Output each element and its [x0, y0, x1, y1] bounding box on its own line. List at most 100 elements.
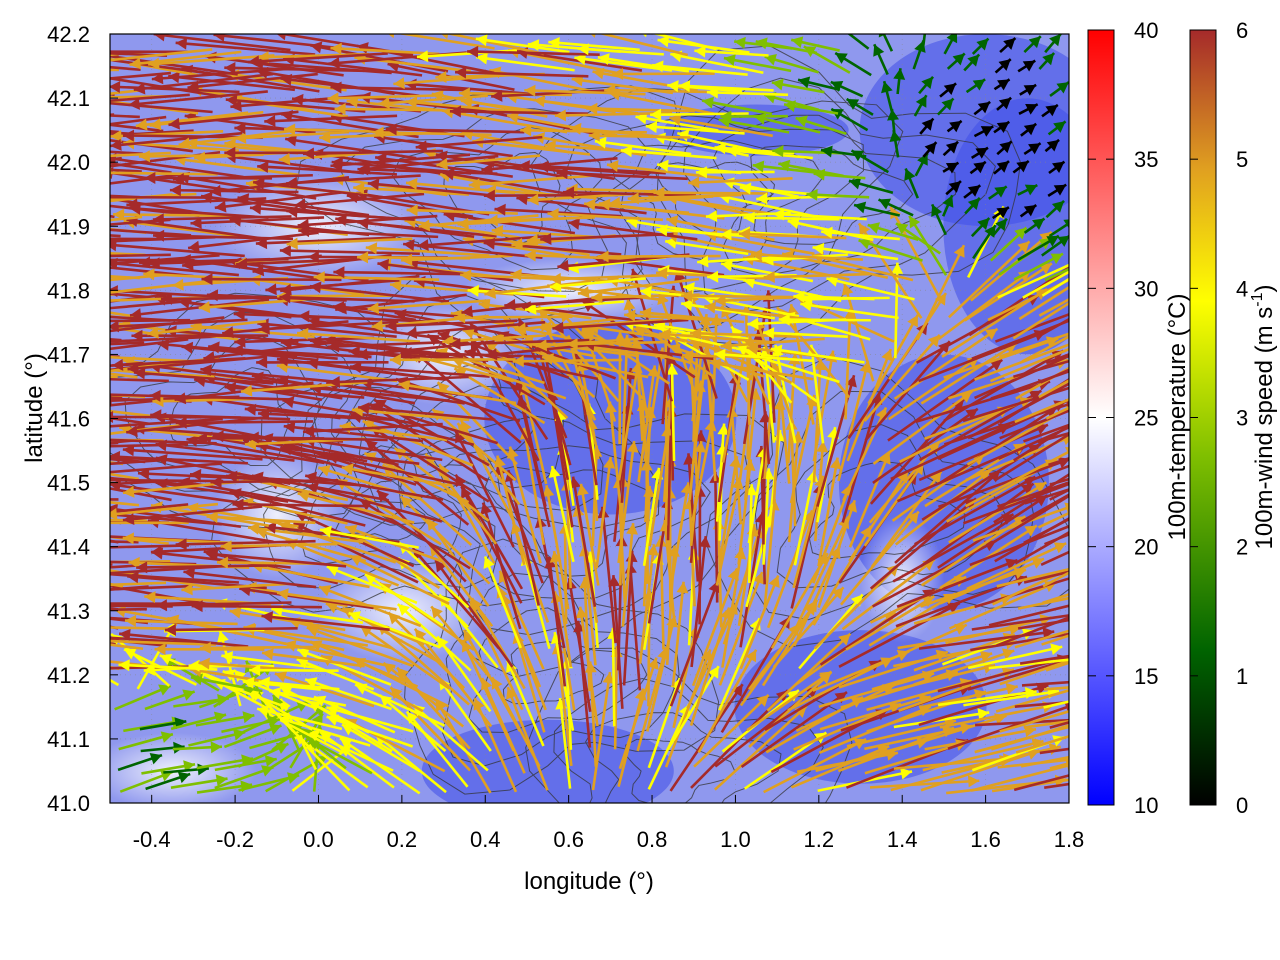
wind-arrow-head	[588, 129, 600, 142]
wind-arrow	[256, 705, 343, 731]
wind-arrow	[330, 153, 471, 171]
wind-arrow-shaft	[547, 284, 668, 302]
wind-arrow	[257, 160, 398, 176]
wind-arrow-shaft	[818, 672, 935, 709]
wind-arrow-shaft	[377, 262, 514, 282]
wind-arrow-shaft	[1013, 424, 1069, 462]
wind-arrow-head	[860, 526, 871, 539]
wind-arrow	[319, 525, 419, 549]
wind-arrow-head	[833, 21, 845, 32]
wind-arrow-head	[90, 53, 102, 65]
wind-arrow-shaft	[436, 381, 518, 466]
wind-arrow-head	[436, 158, 448, 170]
wind-arrow-shaft	[110, 289, 247, 300]
wind-arrow	[520, 124, 647, 137]
wind-arrow	[845, 97, 874, 116]
wind-arrow	[645, 121, 745, 135]
wind-arrow	[621, 522, 639, 627]
wind-arrow-shaft	[809, 344, 825, 444]
wind-arrow-head	[568, 476, 581, 489]
wind-arrow	[110, 604, 173, 608]
wind-arrow-head	[967, 197, 980, 211]
wind-arrow-shaft	[514, 317, 622, 332]
wind-arrow-shaft	[574, 56, 673, 72]
wind-arrow	[170, 774, 228, 789]
wind-arrow-head	[63, 585, 74, 597]
wind-arrow-shaft	[313, 275, 440, 281]
wind-arrow-shaft	[628, 562, 642, 691]
wind-arrow-shaft	[535, 337, 644, 348]
wind-arrow	[576, 483, 600, 586]
wind-arrow-shaft	[271, 704, 327, 752]
wind-arrow	[618, 657, 659, 770]
wind-arrow-shaft	[520, 128, 647, 134]
wind-arrow-head	[694, 441, 707, 453]
wind-arrow-shaft	[894, 469, 1002, 564]
wind-arrow-shaft	[187, 231, 319, 250]
wind-arrow-shaft	[892, 513, 1015, 583]
wind-arrow-shaft	[772, 212, 867, 221]
wind-arrow-head	[131, 329, 143, 342]
wind-arrow-shaft	[939, 703, 1055, 729]
wind-arrow	[969, 160, 987, 175]
wind-arrow-shaft	[357, 405, 496, 422]
wind-arrow-head	[182, 258, 194, 271]
wind-arrow	[126, 197, 267, 211]
wind-arrow	[916, 244, 966, 341]
wind-arrow-shaft	[718, 455, 739, 565]
wind-arrow	[996, 96, 1012, 111]
wind-arrow-head	[280, 283, 292, 296]
wind-arrow	[817, 457, 842, 567]
wind-arrow	[549, 272, 666, 285]
wind-arrow-shaft	[705, 232, 815, 256]
wind-arrow	[313, 271, 440, 284]
wind-arrow-shaft	[110, 438, 141, 444]
wind-arrow-head	[442, 106, 455, 119]
wind-arrow-head	[405, 326, 418, 339]
wind-arrow-shaft	[890, 423, 1011, 481]
wind-arrow-shaft	[608, 401, 624, 521]
wind-arrow-shaft	[319, 730, 395, 789]
wind-arrow-shaft	[522, 427, 546, 545]
wind-arrow	[568, 476, 597, 607]
wind-arrow	[385, 123, 525, 136]
wind-arrow-shaft	[438, 463, 496, 564]
wind-arrow	[1023, 570, 1069, 584]
wind-arrow	[110, 131, 145, 136]
wind-arrow	[110, 151, 171, 158]
wind-arrow-head	[244, 403, 257, 416]
wind-arrow-shaft	[182, 254, 322, 267]
wind-arrow	[110, 131, 243, 151]
wind-arrow	[307, 729, 394, 772]
wind-arrow-shaft	[813, 563, 900, 650]
wind-arrow	[110, 377, 169, 383]
wind-arrow-shaft	[1038, 297, 1069, 317]
wind-arrow-head	[1017, 241, 1030, 254]
wind-arrow-head	[31, 244, 42, 256]
wind-arrow-head	[152, 395, 164, 408]
wind-arrow-head	[695, 166, 707, 179]
wind-arrow	[1039, 317, 1069, 337]
wind-arrow	[548, 36, 640, 52]
wind-arrow-head	[566, 337, 578, 350]
contour-line	[705, 356, 1069, 648]
wind-arrow-head	[133, 82, 146, 95]
wind-arrow-shaft	[893, 711, 990, 729]
wind-arrow-shaft	[247, 526, 364, 544]
wind-arrow-head	[942, 195, 954, 208]
wind-arrow	[483, 555, 523, 649]
wind-arrow-head	[319, 525, 332, 538]
wind-arrow-shaft	[994, 312, 1069, 343]
wind-arrow-head	[258, 407, 270, 420]
wind-arrow-shaft	[812, 246, 899, 261]
wind-arrow-shaft	[110, 457, 146, 464]
wind-arrow	[826, 275, 915, 301]
wind-arrow-head	[980, 126, 994, 137]
wind-arrow	[475, 52, 575, 72]
wind-arrow-head	[542, 485, 555, 498]
wind-arrow-shaft	[1020, 755, 1069, 768]
wind-arrow-head	[449, 105, 462, 118]
wind-arrow-head	[533, 95, 546, 108]
wind-arrow-head	[481, 163, 493, 175]
